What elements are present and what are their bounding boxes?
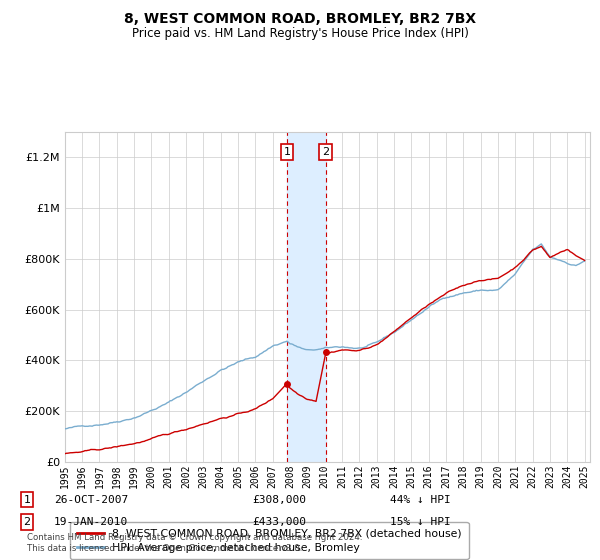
- Text: 1: 1: [283, 147, 290, 157]
- Text: Price paid vs. HM Land Registry's House Price Index (HPI): Price paid vs. HM Land Registry's House …: [131, 27, 469, 40]
- Text: 44% ↓ HPI: 44% ↓ HPI: [390, 494, 451, 505]
- Text: 8, WEST COMMON ROAD, BROMLEY, BR2 7BX: 8, WEST COMMON ROAD, BROMLEY, BR2 7BX: [124, 12, 476, 26]
- Text: 26-OCT-2007: 26-OCT-2007: [54, 494, 128, 505]
- Text: 2: 2: [23, 517, 31, 527]
- Text: Contains HM Land Registry data © Crown copyright and database right 2024.
This d: Contains HM Land Registry data © Crown c…: [27, 533, 362, 553]
- Text: £308,000: £308,000: [252, 494, 306, 505]
- Text: 1: 1: [23, 494, 31, 505]
- Text: £433,000: £433,000: [252, 517, 306, 527]
- Bar: [287, 132, 326, 462]
- Text: 15% ↓ HPI: 15% ↓ HPI: [390, 517, 451, 527]
- Legend: 8, WEST COMMON ROAD, BROMLEY, BR2 7BX (detached house), HPI: Average price, deta: 8, WEST COMMON ROAD, BROMLEY, BR2 7BX (d…: [70, 522, 469, 559]
- Text: 2: 2: [322, 147, 329, 157]
- Text: 19-JAN-2010: 19-JAN-2010: [54, 517, 128, 527]
